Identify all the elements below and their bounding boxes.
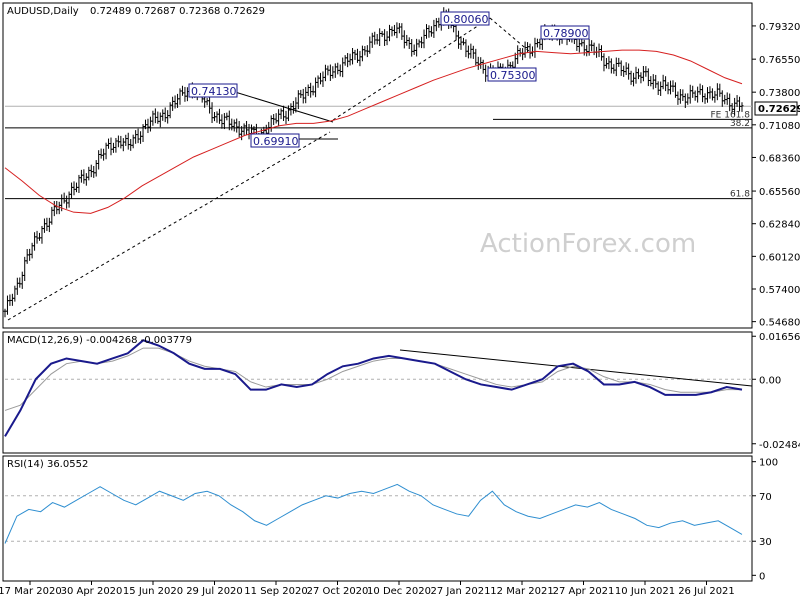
price-y-tick-label: 0.79320 xyxy=(759,22,800,33)
annotation-box xyxy=(440,11,490,26)
rsi-title: RSI(14) 36.0552 xyxy=(7,459,88,470)
macd-signal-line xyxy=(4,347,742,411)
rsi-y-tick-label: 100 xyxy=(759,458,778,469)
price-pane-frame xyxy=(2,2,753,329)
macd-y-tick-label: -0.02484 xyxy=(759,440,800,451)
dashed-trendline-lower xyxy=(7,131,331,321)
macd-pane: 0.016567 0.00 -0.02484 MACD(12,26,9) -0.00… xyxy=(2,331,800,454)
macd-y-tick-label: 0.00 xyxy=(759,375,781,386)
annotation-box xyxy=(487,67,537,82)
macd-main-line xyxy=(4,339,743,437)
annotation-label: 0.69910 xyxy=(253,135,299,148)
date-tick-label: 10 Dec 2020 xyxy=(367,586,431,597)
date-tick-label: 30 Apr 2020 xyxy=(61,586,123,597)
current-price-box xyxy=(754,101,798,116)
price-y-tick-label: 0.62840 xyxy=(759,220,800,231)
fib-levels: FE 161.838.2 61.8 xyxy=(5,105,752,200)
price-y-tick-label: 0.71080 xyxy=(759,121,800,132)
macd-y-axis: 0.016567 0.00 -0.02484 xyxy=(5,332,800,451)
rsi-y-tick-label: 70 xyxy=(759,492,772,503)
date-tick-label: 27 Oct 2020 xyxy=(307,586,369,597)
moving-average-line xyxy=(4,49,743,214)
current-price-label: 0.72629 xyxy=(758,104,800,115)
date-tick-label: 26 Jul 2021 xyxy=(678,586,735,597)
price-y-tick-label: 0.60120 xyxy=(759,252,800,263)
annotation-box xyxy=(540,25,590,40)
current-price-marker: 0.72629 xyxy=(754,101,800,116)
date-tick-label: 11 Sep 2020 xyxy=(244,586,307,597)
annotation-label: 0.74130 xyxy=(191,85,237,98)
dashed-pullback-line xyxy=(489,17,531,53)
fib-level-label: 38.2 xyxy=(730,119,750,129)
price-pane: ActionForex.com 0.793200.765500.738000.7… xyxy=(2,2,800,329)
price-y-tick-label: 0.65560 xyxy=(759,187,800,198)
rsi-y-tick-label: 0 xyxy=(759,571,765,582)
watermark: ActionForex.com xyxy=(480,229,696,259)
rsi-y-axis: 100 70 30 0 xyxy=(5,458,778,582)
rsi-pane-frame xyxy=(2,455,753,582)
date-tick-label: 29 Jul 2020 xyxy=(186,586,243,597)
annotation-label: 0.78900 xyxy=(543,27,589,40)
price-title: AUDUSD,Daily xyxy=(7,6,79,17)
fib-level-label: FE 161.8 xyxy=(711,110,751,120)
macd-trendline xyxy=(399,349,753,387)
price-y-tick-label: 0.68360 xyxy=(759,153,800,164)
rsi-line xyxy=(4,483,743,544)
price-annotations: 0.80060 0.78900 0.75300 0.74130 0.69910 xyxy=(188,11,590,148)
fib-level-label: 61.8 xyxy=(730,190,750,200)
date-tick-label: 17 Mar 2020 xyxy=(0,586,62,597)
price-y-tick-label: 0.73800 xyxy=(759,88,800,99)
date-tick-label: 27 Apr 2021 xyxy=(553,586,615,597)
macd-title: MACD(12,26,9) -0.004268 -0.003779 xyxy=(7,335,192,346)
macd-y-tick-label: 0.016567 xyxy=(759,332,800,343)
annotation-label: 0.80060 xyxy=(443,13,489,26)
rsi-y-tick-label: 30 xyxy=(759,537,772,548)
price-y-tick-label: 0.76550 xyxy=(759,55,800,66)
ohlc-header: 0.72489 0.72687 0.72368 0.72629 xyxy=(90,6,265,17)
date-tick-label: 12 Mar 2021 xyxy=(490,586,553,597)
macd-pane-frame xyxy=(2,331,753,454)
annotation-box xyxy=(250,133,300,148)
dashed-trendline-upper xyxy=(332,17,491,121)
date-tick-label: 15 Jun 2020 xyxy=(123,586,183,597)
price-y-tick-label: 0.57400 xyxy=(759,285,800,296)
date-tick-label: 10 Jun 2021 xyxy=(615,586,675,597)
annotation-box xyxy=(188,83,238,98)
annotation-label: 0.75300 xyxy=(490,69,536,82)
date-tick-label: 27 Jan 2021 xyxy=(431,586,491,597)
price-y-axis: 0.79320 0.76550 0.73800 0.71080 0.68360 0.655… xyxy=(752,22,800,329)
price-y-tick-label: 0.54680 xyxy=(759,318,800,329)
rsi-pane: 100 70 30 0 RSI(14) 36.0552 xyxy=(2,455,778,582)
